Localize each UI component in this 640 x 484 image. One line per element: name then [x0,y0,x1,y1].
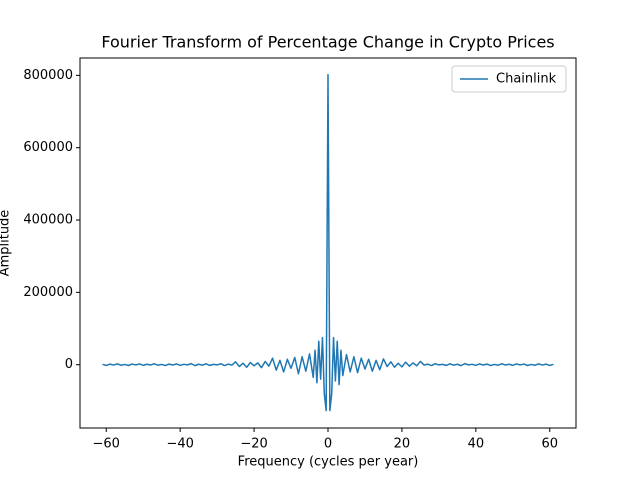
y-tick-label: 0 [65,357,73,372]
legend-box [451,65,567,93]
x-tick-label: −20 [240,437,267,452]
chart-title: Fourier Transform of Percentage Change i… [101,33,554,52]
x-tick-label: 20 [394,437,411,452]
x-tick-label: 0 [324,437,332,452]
y-axis-label: Amplitude [0,210,13,277]
x-tick-label: 60 [541,437,558,452]
plot-frame [79,57,577,429]
x-tick-label: −60 [93,437,120,452]
y-tick-label: 400000 [23,213,73,228]
x-tick-label: 40 [468,437,485,452]
legend-label: Chainlink [496,72,557,87]
y-tick-label: 200000 [23,285,73,300]
x-axis-label: Frequency (cycles per year) [238,455,419,470]
x-tick-label: −40 [166,437,193,452]
y-tick-label: 800000 [23,68,73,83]
line [102,73,554,412]
y-tick-label: 600000 [23,140,73,155]
